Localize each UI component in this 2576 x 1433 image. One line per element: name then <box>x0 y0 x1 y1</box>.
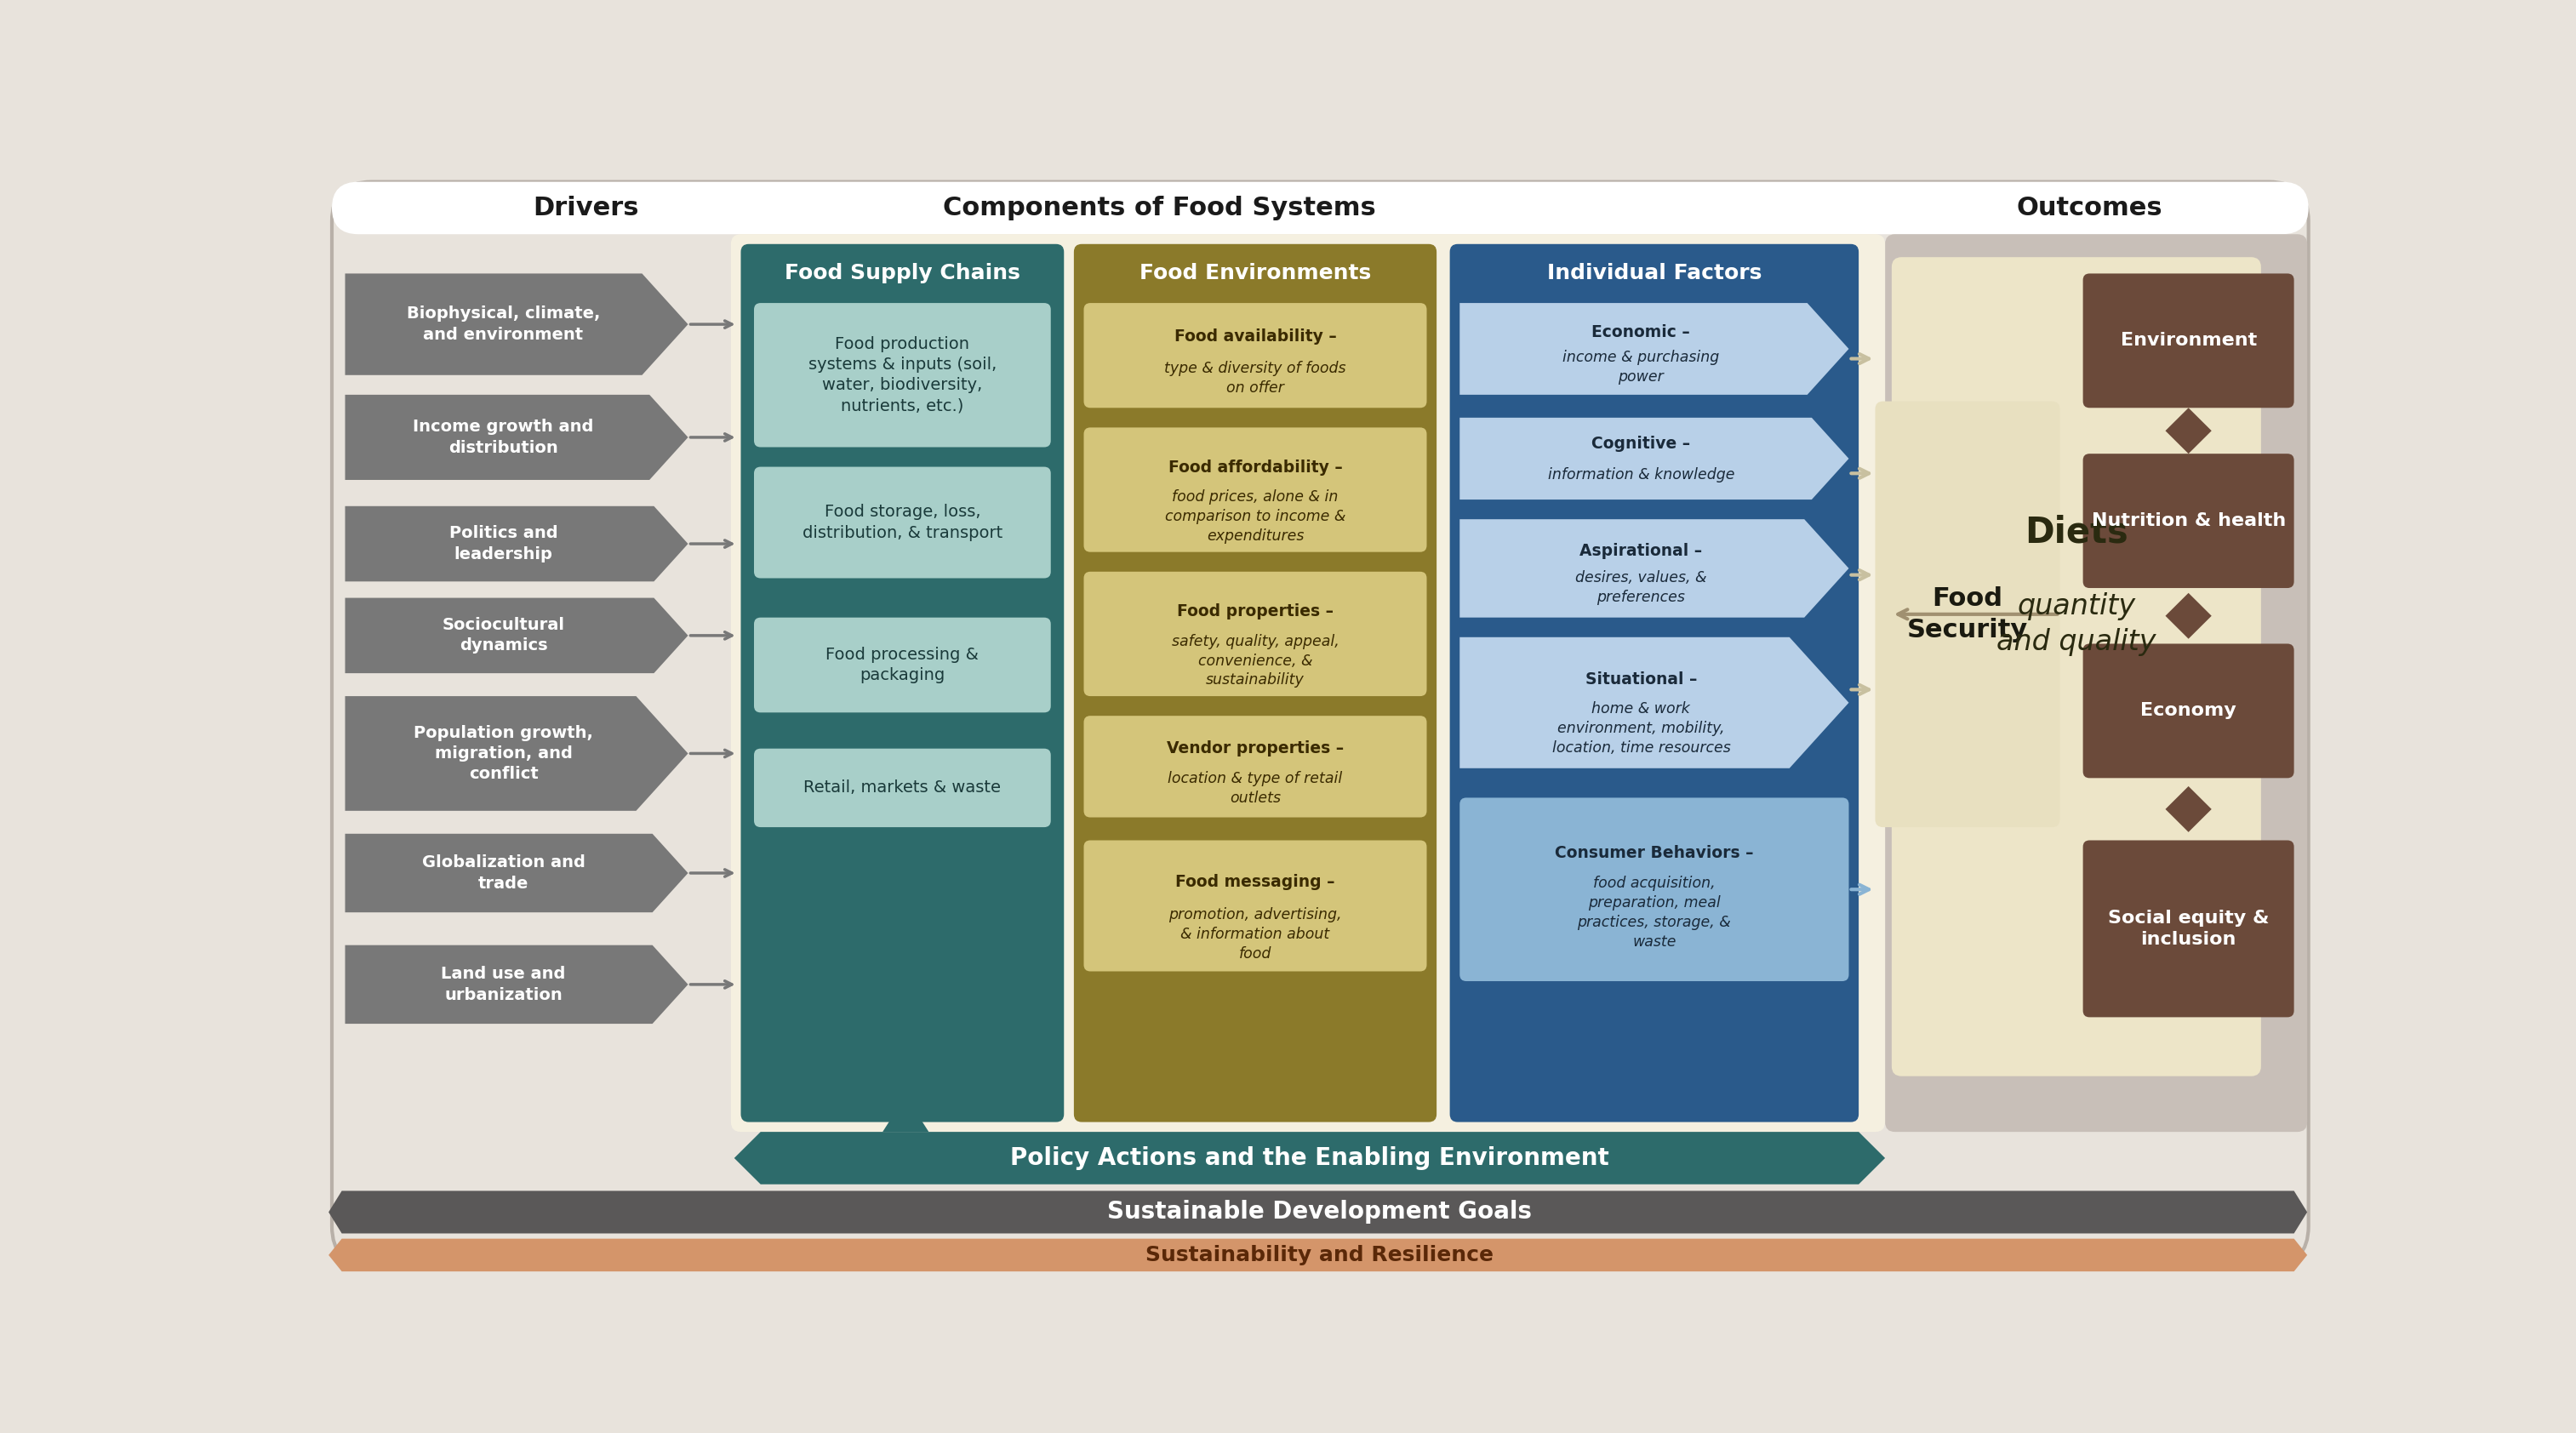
Polygon shape <box>1461 302 1850 394</box>
Polygon shape <box>345 696 688 811</box>
Polygon shape <box>345 598 688 674</box>
Text: Nutrition & health: Nutrition & health <box>2092 513 2285 529</box>
Text: desires, values, &
preferences: desires, values, & preferences <box>1577 570 1708 605</box>
Text: Biophysical, climate,
and environment: Biophysical, climate, and environment <box>407 305 600 342</box>
Polygon shape <box>884 1096 930 1132</box>
FancyBboxPatch shape <box>2084 643 2295 778</box>
Text: Income growth and
distribution: Income growth and distribution <box>412 418 592 456</box>
FancyBboxPatch shape <box>1886 234 2308 1132</box>
FancyBboxPatch shape <box>1084 302 1427 408</box>
Text: Food storage, loss,
distribution, & transport: Food storage, loss, distribution, & tran… <box>801 504 1002 540</box>
Polygon shape <box>345 394 688 480</box>
Text: Food properties –: Food properties – <box>1177 603 1334 619</box>
Text: Food processing &
packaging: Food processing & packaging <box>827 646 979 684</box>
FancyBboxPatch shape <box>2084 840 2295 1017</box>
Text: Food affordability –: Food affordability – <box>1167 459 1342 476</box>
Text: Sustainability and Resilience: Sustainability and Resilience <box>1146 1245 1494 1265</box>
Text: Food messaging –: Food messaging – <box>1175 874 1334 890</box>
Text: promotion, advertising,
& information about
food: promotion, advertising, & information ab… <box>1170 907 1342 962</box>
FancyBboxPatch shape <box>755 618 1051 712</box>
Text: Environment: Environment <box>2120 332 2257 350</box>
Text: Food availability –: Food availability – <box>1175 328 1337 345</box>
Polygon shape <box>345 506 688 582</box>
Text: Aspirational –: Aspirational – <box>1579 543 1703 559</box>
Text: Drivers: Drivers <box>533 196 639 221</box>
FancyBboxPatch shape <box>1084 427 1427 552</box>
Polygon shape <box>1461 638 1850 768</box>
Text: safety, quality, appeal,
convenience, &
sustainability: safety, quality, appeal, convenience, & … <box>1172 633 1340 688</box>
Text: quantity
and quality: quantity and quality <box>1996 592 2156 656</box>
Text: Economic –: Economic – <box>1592 324 1690 341</box>
Text: Politics and
leadership: Politics and leadership <box>448 526 556 562</box>
Polygon shape <box>345 946 688 1023</box>
Polygon shape <box>2166 593 2213 639</box>
Text: Food Supply Chains: Food Supply Chains <box>786 264 1020 284</box>
FancyBboxPatch shape <box>732 234 1886 1132</box>
Text: income & purchasing
power: income & purchasing power <box>1564 350 1718 384</box>
FancyBboxPatch shape <box>1461 798 1850 982</box>
FancyBboxPatch shape <box>755 467 1051 577</box>
Text: Individual Factors: Individual Factors <box>1546 264 1762 284</box>
Text: location & type of retail
outlets: location & type of retail outlets <box>1167 771 1342 805</box>
Text: Situational –: Situational – <box>1584 671 1698 688</box>
Polygon shape <box>2166 787 2213 833</box>
Text: Policy Actions and the Enabling Environment: Policy Actions and the Enabling Environm… <box>1010 1146 1610 1169</box>
Text: Land use and
urbanization: Land use and urbanization <box>440 966 567 1003</box>
FancyBboxPatch shape <box>1084 716 1427 817</box>
Polygon shape <box>330 1191 2308 1234</box>
Text: food acquisition,
preparation, meal
practices, storage, &
waste: food acquisition, preparation, meal prac… <box>1577 876 1731 949</box>
Polygon shape <box>1461 417 1850 500</box>
FancyBboxPatch shape <box>332 182 2308 1265</box>
Text: food prices, alone & in
comparison to income &
expenditures: food prices, alone & in comparison to in… <box>1164 490 1345 543</box>
FancyBboxPatch shape <box>2084 274 2295 408</box>
Text: Food Environments: Food Environments <box>1139 264 1370 284</box>
Text: Cognitive –: Cognitive – <box>1592 436 1690 451</box>
Text: Food production
systems & inputs (soil,
water, biodiversity,
nutrients, etc.): Food production systems & inputs (soil, … <box>809 337 997 414</box>
Text: Globalization and
trade: Globalization and trade <box>422 854 585 891</box>
Polygon shape <box>345 274 688 375</box>
Polygon shape <box>2166 408 2213 454</box>
Text: Economy: Economy <box>2141 702 2236 719</box>
Text: Components of Food Systems: Components of Food Systems <box>943 196 1376 221</box>
FancyBboxPatch shape <box>742 244 1064 1122</box>
FancyBboxPatch shape <box>2084 454 2295 588</box>
Text: information & knowledge: information & knowledge <box>1548 467 1734 483</box>
Text: Retail, markets & waste: Retail, markets & waste <box>804 780 1002 795</box>
Text: Diets: Diets <box>2025 514 2128 550</box>
FancyBboxPatch shape <box>755 302 1051 447</box>
Text: type & diversity of foods
on offer: type & diversity of foods on offer <box>1164 361 1347 396</box>
Polygon shape <box>1461 519 1850 618</box>
FancyBboxPatch shape <box>1084 840 1427 972</box>
Polygon shape <box>345 834 688 913</box>
Text: Social equity &
inclusion: Social equity & inclusion <box>2107 910 2269 949</box>
Text: Sociocultural
dynamics: Sociocultural dynamics <box>443 618 564 653</box>
Text: Consumer Behaviors –: Consumer Behaviors – <box>1556 845 1754 861</box>
FancyBboxPatch shape <box>1891 257 2262 1076</box>
FancyBboxPatch shape <box>1084 572 1427 696</box>
Text: Sustainable Development Goals: Sustainable Development Goals <box>1108 1201 1533 1224</box>
FancyBboxPatch shape <box>332 182 2308 234</box>
Polygon shape <box>330 1238 2308 1271</box>
Polygon shape <box>734 1132 1886 1184</box>
Text: home & work
environment, mobility,
location, time resources: home & work environment, mobility, locat… <box>1551 702 1731 755</box>
Text: Population growth,
migration, and
conflict: Population growth, migration, and confli… <box>415 725 592 782</box>
Text: Vendor properties –: Vendor properties – <box>1167 741 1345 757</box>
FancyBboxPatch shape <box>755 748 1051 827</box>
Text: Outcomes: Outcomes <box>2017 196 2164 221</box>
FancyBboxPatch shape <box>1875 401 2061 827</box>
Text: Food
Security: Food Security <box>1906 586 2027 642</box>
FancyBboxPatch shape <box>1450 244 1860 1122</box>
FancyBboxPatch shape <box>1074 244 1437 1122</box>
